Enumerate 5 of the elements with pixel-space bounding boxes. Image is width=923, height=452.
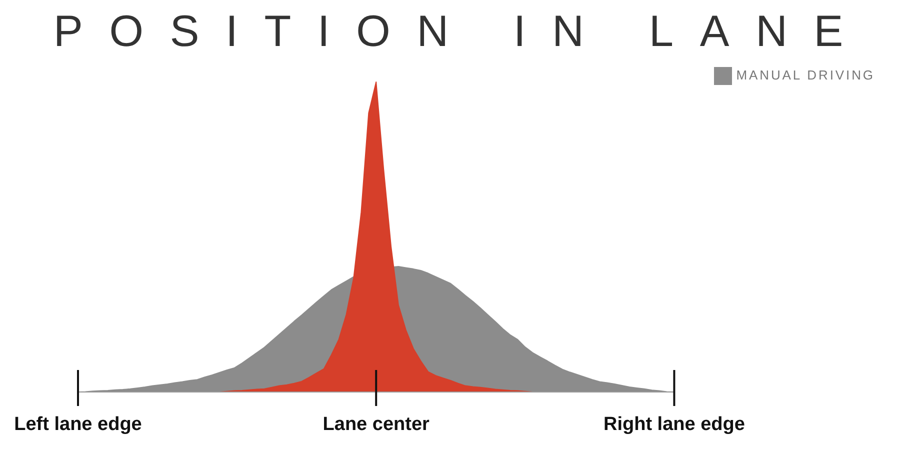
x-tick-label: Lane center [322,414,430,435]
x-tick-label: Right lane edge [603,414,745,435]
legend-label: MANUAL DRIVING [736,67,875,82]
x-tick-label: Left lane edge [14,414,142,435]
chart-title: POSITION IN LANE [52,6,871,58]
